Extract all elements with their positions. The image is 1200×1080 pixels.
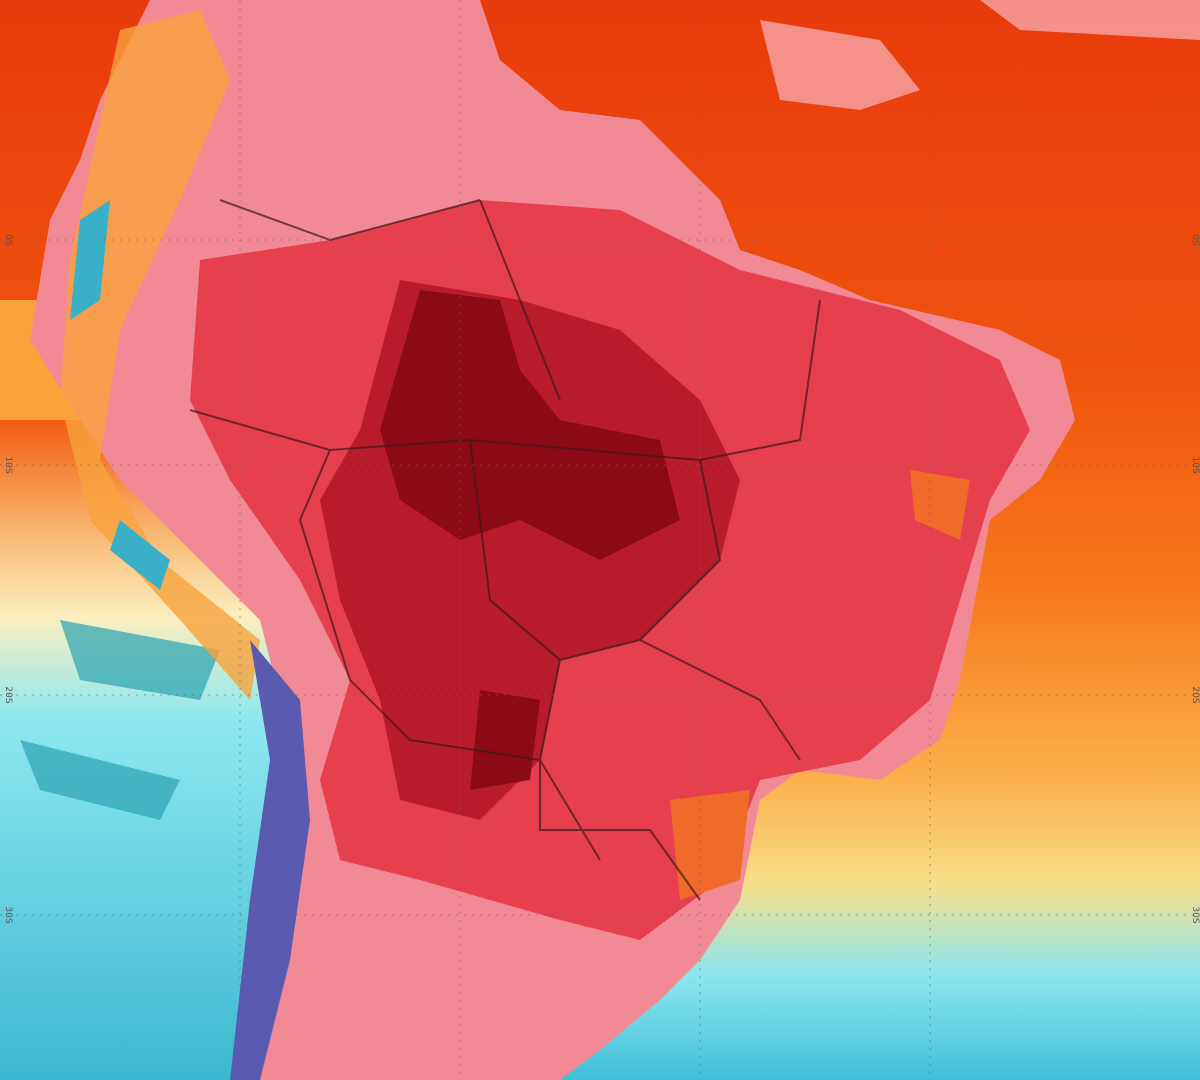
cool-streak [20, 620, 220, 820]
latitude-label: 30S [1190, 906, 1200, 923]
latitude-label: 0S [3, 234, 13, 246]
latitude-label: 0S [1190, 234, 1200, 246]
andes-cold [230, 640, 310, 1080]
latitude-label: 30S [3, 906, 13, 923]
latitude-label: 10S [1190, 456, 1200, 473]
warm-patch [670, 470, 970, 900]
andes-cool [70, 200, 170, 590]
latitude-label: 20S [1190, 686, 1200, 703]
extreme-hot-region [380, 290, 680, 790]
warm-cloud [760, 0, 1200, 110]
andes-warm [60, 10, 260, 700]
latitude-label: 10S [3, 456, 13, 473]
latitude-label: 20S [3, 686, 13, 703]
